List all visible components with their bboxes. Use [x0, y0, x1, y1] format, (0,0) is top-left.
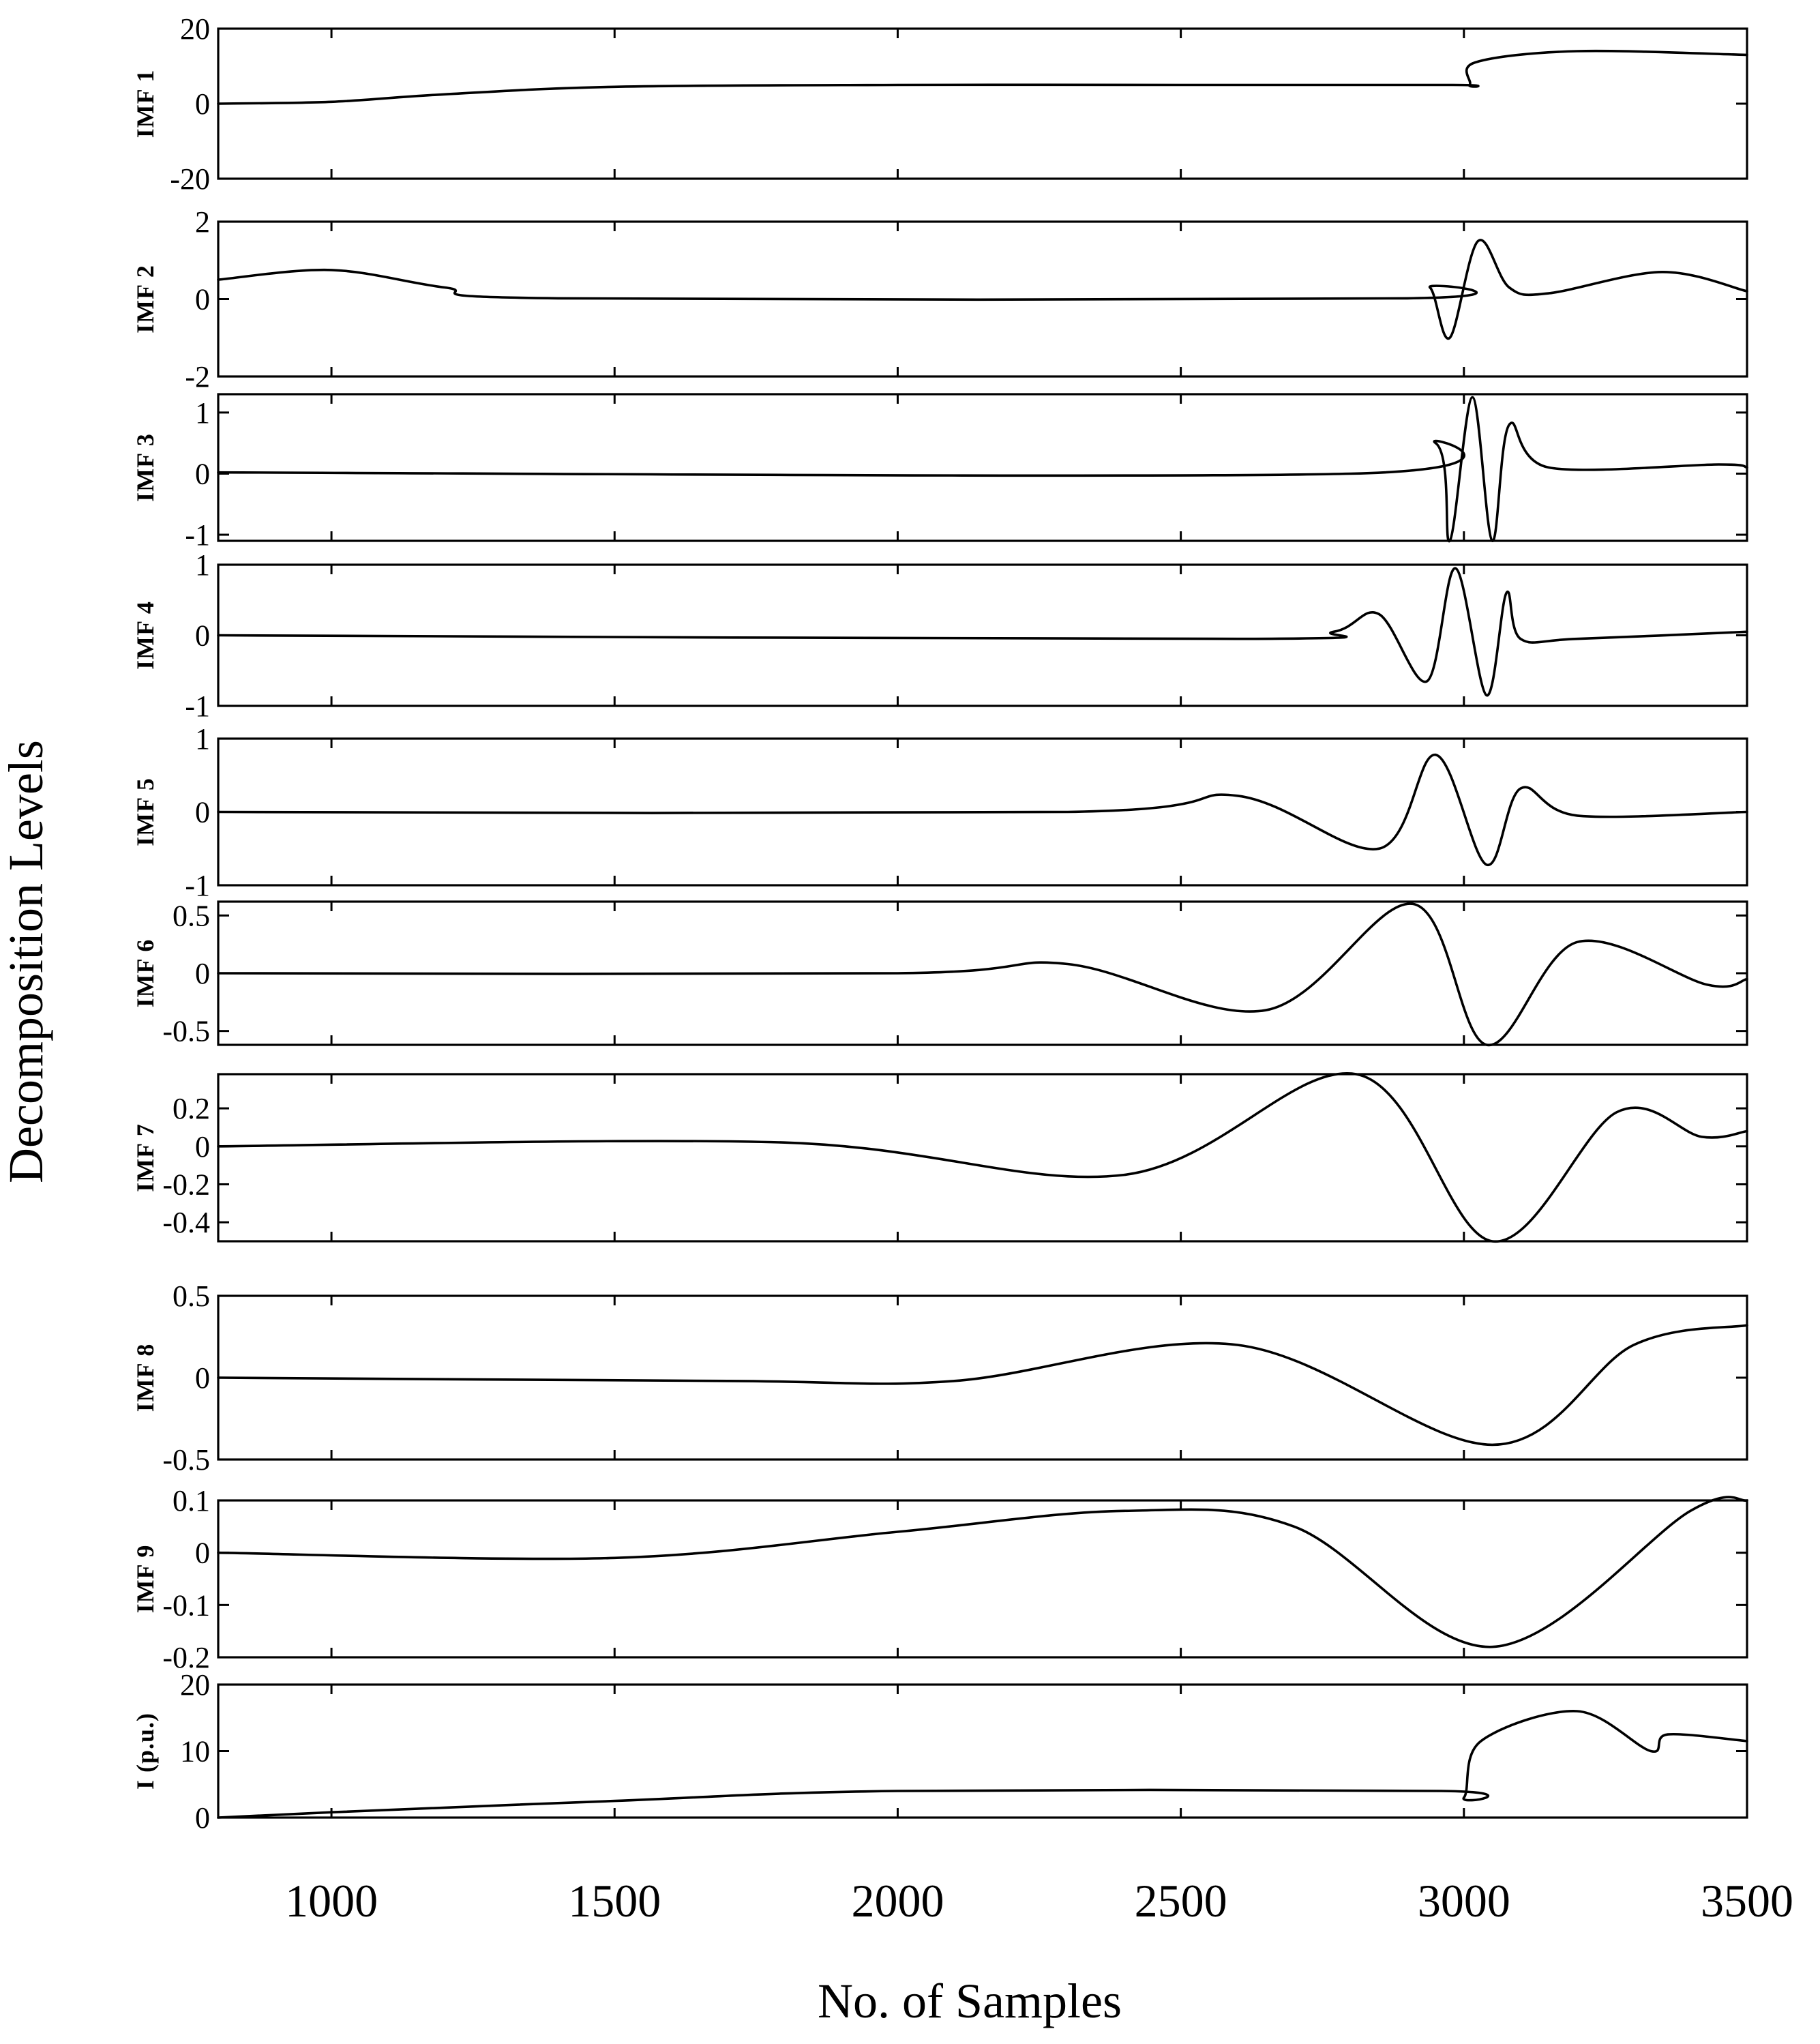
panel-imf-3: 1 0 -1 IMF 3 — [132, 394, 1747, 552]
y-tick-label: 0.5 — [173, 899, 210, 932]
series-line-imf-1 — [218, 51, 1747, 104]
y-tick-label: 0 — [195, 1537, 210, 1570]
y-tick-label: -1 — [185, 690, 210, 723]
panel-label: IMF 8 — [132, 1344, 159, 1412]
y-tick-label: 0 — [195, 1130, 210, 1164]
y-tick-label: 0 — [195, 1361, 210, 1395]
y-tick-label: 20 — [180, 1668, 210, 1702]
panel-frame — [218, 1500, 1747, 1657]
y-tick-label: -0.1 — [162, 1588, 210, 1622]
y-tick-label: 0.2 — [173, 1092, 210, 1125]
x-tick-label: 2000 — [851, 1875, 944, 1927]
series-line-i-p-u — [218, 1711, 1747, 1818]
y-tick-label: 20 — [180, 12, 210, 46]
y-tick-label: -2 — [185, 360, 210, 394]
y-tick-label: -0.2 — [162, 1168, 210, 1201]
panel-label: IMF 1 — [132, 70, 159, 138]
y-axis-title: Decomposition Levels — [0, 740, 53, 1183]
y-tick-label: 10 — [180, 1735, 210, 1768]
y-tick-label: -20 — [170, 162, 210, 196]
panel-label: IMF 3 — [132, 433, 159, 502]
panel-frame — [218, 29, 1747, 179]
panel-label: IMF 6 — [132, 939, 159, 1008]
panel-frame — [218, 1685, 1747, 1818]
y-tick-label: 0 — [195, 457, 210, 490]
x-tick-label: 1000 — [285, 1875, 378, 1927]
panel-imf-2: 2 0 -2 IMF 2 — [132, 205, 1747, 394]
y-tick-label: 0.5 — [173, 1279, 210, 1313]
y-tick-label: 0 — [195, 796, 210, 829]
y-tick-label: -0.5 — [162, 1015, 210, 1048]
panel-frame — [218, 1074, 1747, 1241]
y-tick-label: 0.1 — [173, 1484, 210, 1517]
x-tick-label: 3500 — [1701, 1875, 1793, 1927]
panel-label: IMF 2 — [132, 265, 159, 334]
series-line-imf-5 — [218, 755, 1747, 865]
panel-label: I (p.u.) — [132, 1713, 159, 1790]
y-tick-label: 1 — [195, 396, 210, 430]
panel-label: IMF 5 — [132, 777, 159, 846]
panel-i-p-u: 20 10 0 I (p.u.) — [132, 1668, 1747, 1835]
series-line-imf-2 — [218, 240, 1747, 339]
panel-imf-5: 1 0 -1 IMF 5 — [132, 722, 1747, 902]
y-tick-label: 0 — [195, 1801, 210, 1835]
panel-imf-4: 1 0 -1 IMF 4 — [132, 548, 1747, 723]
panel-label: IMF 4 — [132, 601, 159, 670]
y-tick-label: 2 — [195, 205, 210, 239]
y-tick-label: 0 — [195, 283, 210, 316]
series-line-imf-6 — [218, 904, 1747, 1045]
series-line-imf-4 — [218, 568, 1747, 696]
panel-label: IMF 9 — [132, 1545, 159, 1614]
panel-imf-1: 20 0 -20 IMF 1 — [132, 12, 1747, 196]
y-tick-label: 0 — [195, 619, 210, 653]
y-tick-label: -0.5 — [162, 1443, 210, 1477]
y-tick-label: 0 — [195, 87, 210, 121]
y-tick-label: 0 — [195, 957, 210, 990]
y-tick-label: 1 — [195, 548, 210, 582]
y-tick-label: -1 — [185, 869, 210, 902]
x-axis-title: No. of Samples — [818, 1974, 1122, 2028]
series-line-imf-9 — [218, 1497, 1747, 1647]
panel-frame — [218, 394, 1747, 541]
y-tick-label: -0.4 — [162, 1206, 210, 1239]
x-tick-label: 2500 — [1135, 1875, 1227, 1927]
panel-imf-8: 0.5 0 -0.5 IMF 8 — [132, 1279, 1747, 1477]
panel-label: IMF 7 — [132, 1123, 159, 1192]
series-line-imf-7 — [218, 1073, 1747, 1242]
y-tick-label: -1 — [185, 518, 210, 552]
series-line-imf-8 — [218, 1325, 1747, 1445]
x-tick-label: 3000 — [1418, 1875, 1510, 1927]
series-line-imf-3 — [218, 398, 1747, 542]
y-tick-label: 1 — [195, 722, 210, 756]
x-tick-label: 1500 — [568, 1875, 661, 1927]
